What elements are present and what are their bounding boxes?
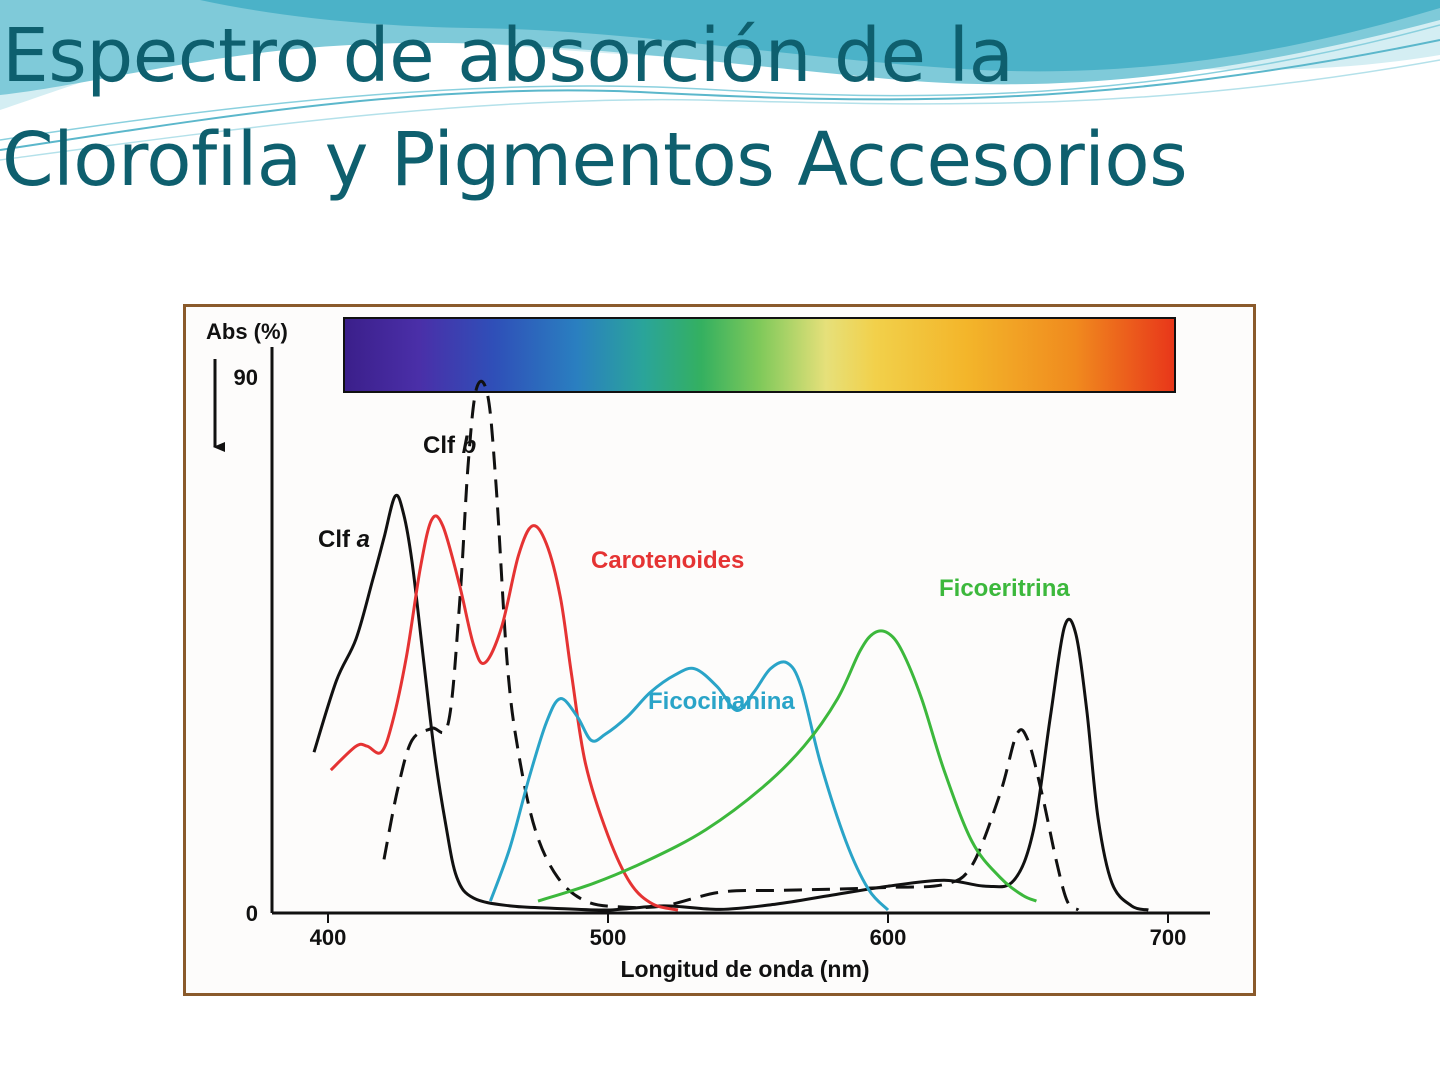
chart-canvas: Abs (%) 400 500 600 700 0 90 Longitud de ond… bbox=[206, 317, 1210, 982]
slide-title-line-1: Espectro de absorción de la bbox=[2, 13, 1014, 99]
series-line-carotenoides bbox=[329, 514, 679, 912]
label-carotenoides: Carotenoides bbox=[591, 547, 744, 574]
x-tick-label: 700 bbox=[1150, 925, 1187, 950]
title-wave-decoration bbox=[0, 0, 1440, 161]
spectrum-bar bbox=[343, 317, 1176, 393]
series-line-clf-a bbox=[312, 493, 1149, 912]
label-ficocinanina: Ficocinanina bbox=[648, 688, 795, 715]
x-tick-group: 400 500 600 700 bbox=[310, 913, 1187, 950]
absorption-chart: Abs (%) 400 500 600 700 0 90 Longitud de ond… bbox=[183, 304, 1256, 996]
y-tick-label: 90 bbox=[234, 365, 258, 390]
wave-line-3 bbox=[0, 59, 1440, 161]
slide-title-line-2: Clorofila y Pigmentos Accesorios bbox=[2, 117, 1188, 203]
x-tick-label: 500 bbox=[590, 925, 627, 950]
x-axis-title: Longitud de onda (nm) bbox=[620, 956, 869, 982]
series-line-ficocinanina bbox=[488, 660, 890, 912]
wave-line-2 bbox=[0, 24, 1440, 141]
wave-line-1 bbox=[0, 39, 1440, 151]
label-clf-a: Clf a bbox=[318, 526, 370, 553]
wave-dark bbox=[200, 0, 1440, 72]
y-tick-label: 0 bbox=[246, 901, 258, 926]
slide-title: Espectro de absorción de la Clorofila y … bbox=[2, 4, 1188, 212]
label-clf-b: Clf b bbox=[423, 432, 476, 459]
x-tick-label: 400 bbox=[310, 925, 347, 950]
series-line-ficoeritrina bbox=[537, 629, 1037, 903]
x-tick-label: 600 bbox=[870, 925, 907, 950]
series-group bbox=[312, 379, 1149, 912]
series-line-clf-b bbox=[382, 379, 1080, 912]
label-ficoeritrina: Ficoeritrina bbox=[939, 575, 1070, 602]
y-axis-title: Abs (%) bbox=[206, 319, 288, 344]
y-tick-group: 0 90 bbox=[234, 365, 258, 926]
